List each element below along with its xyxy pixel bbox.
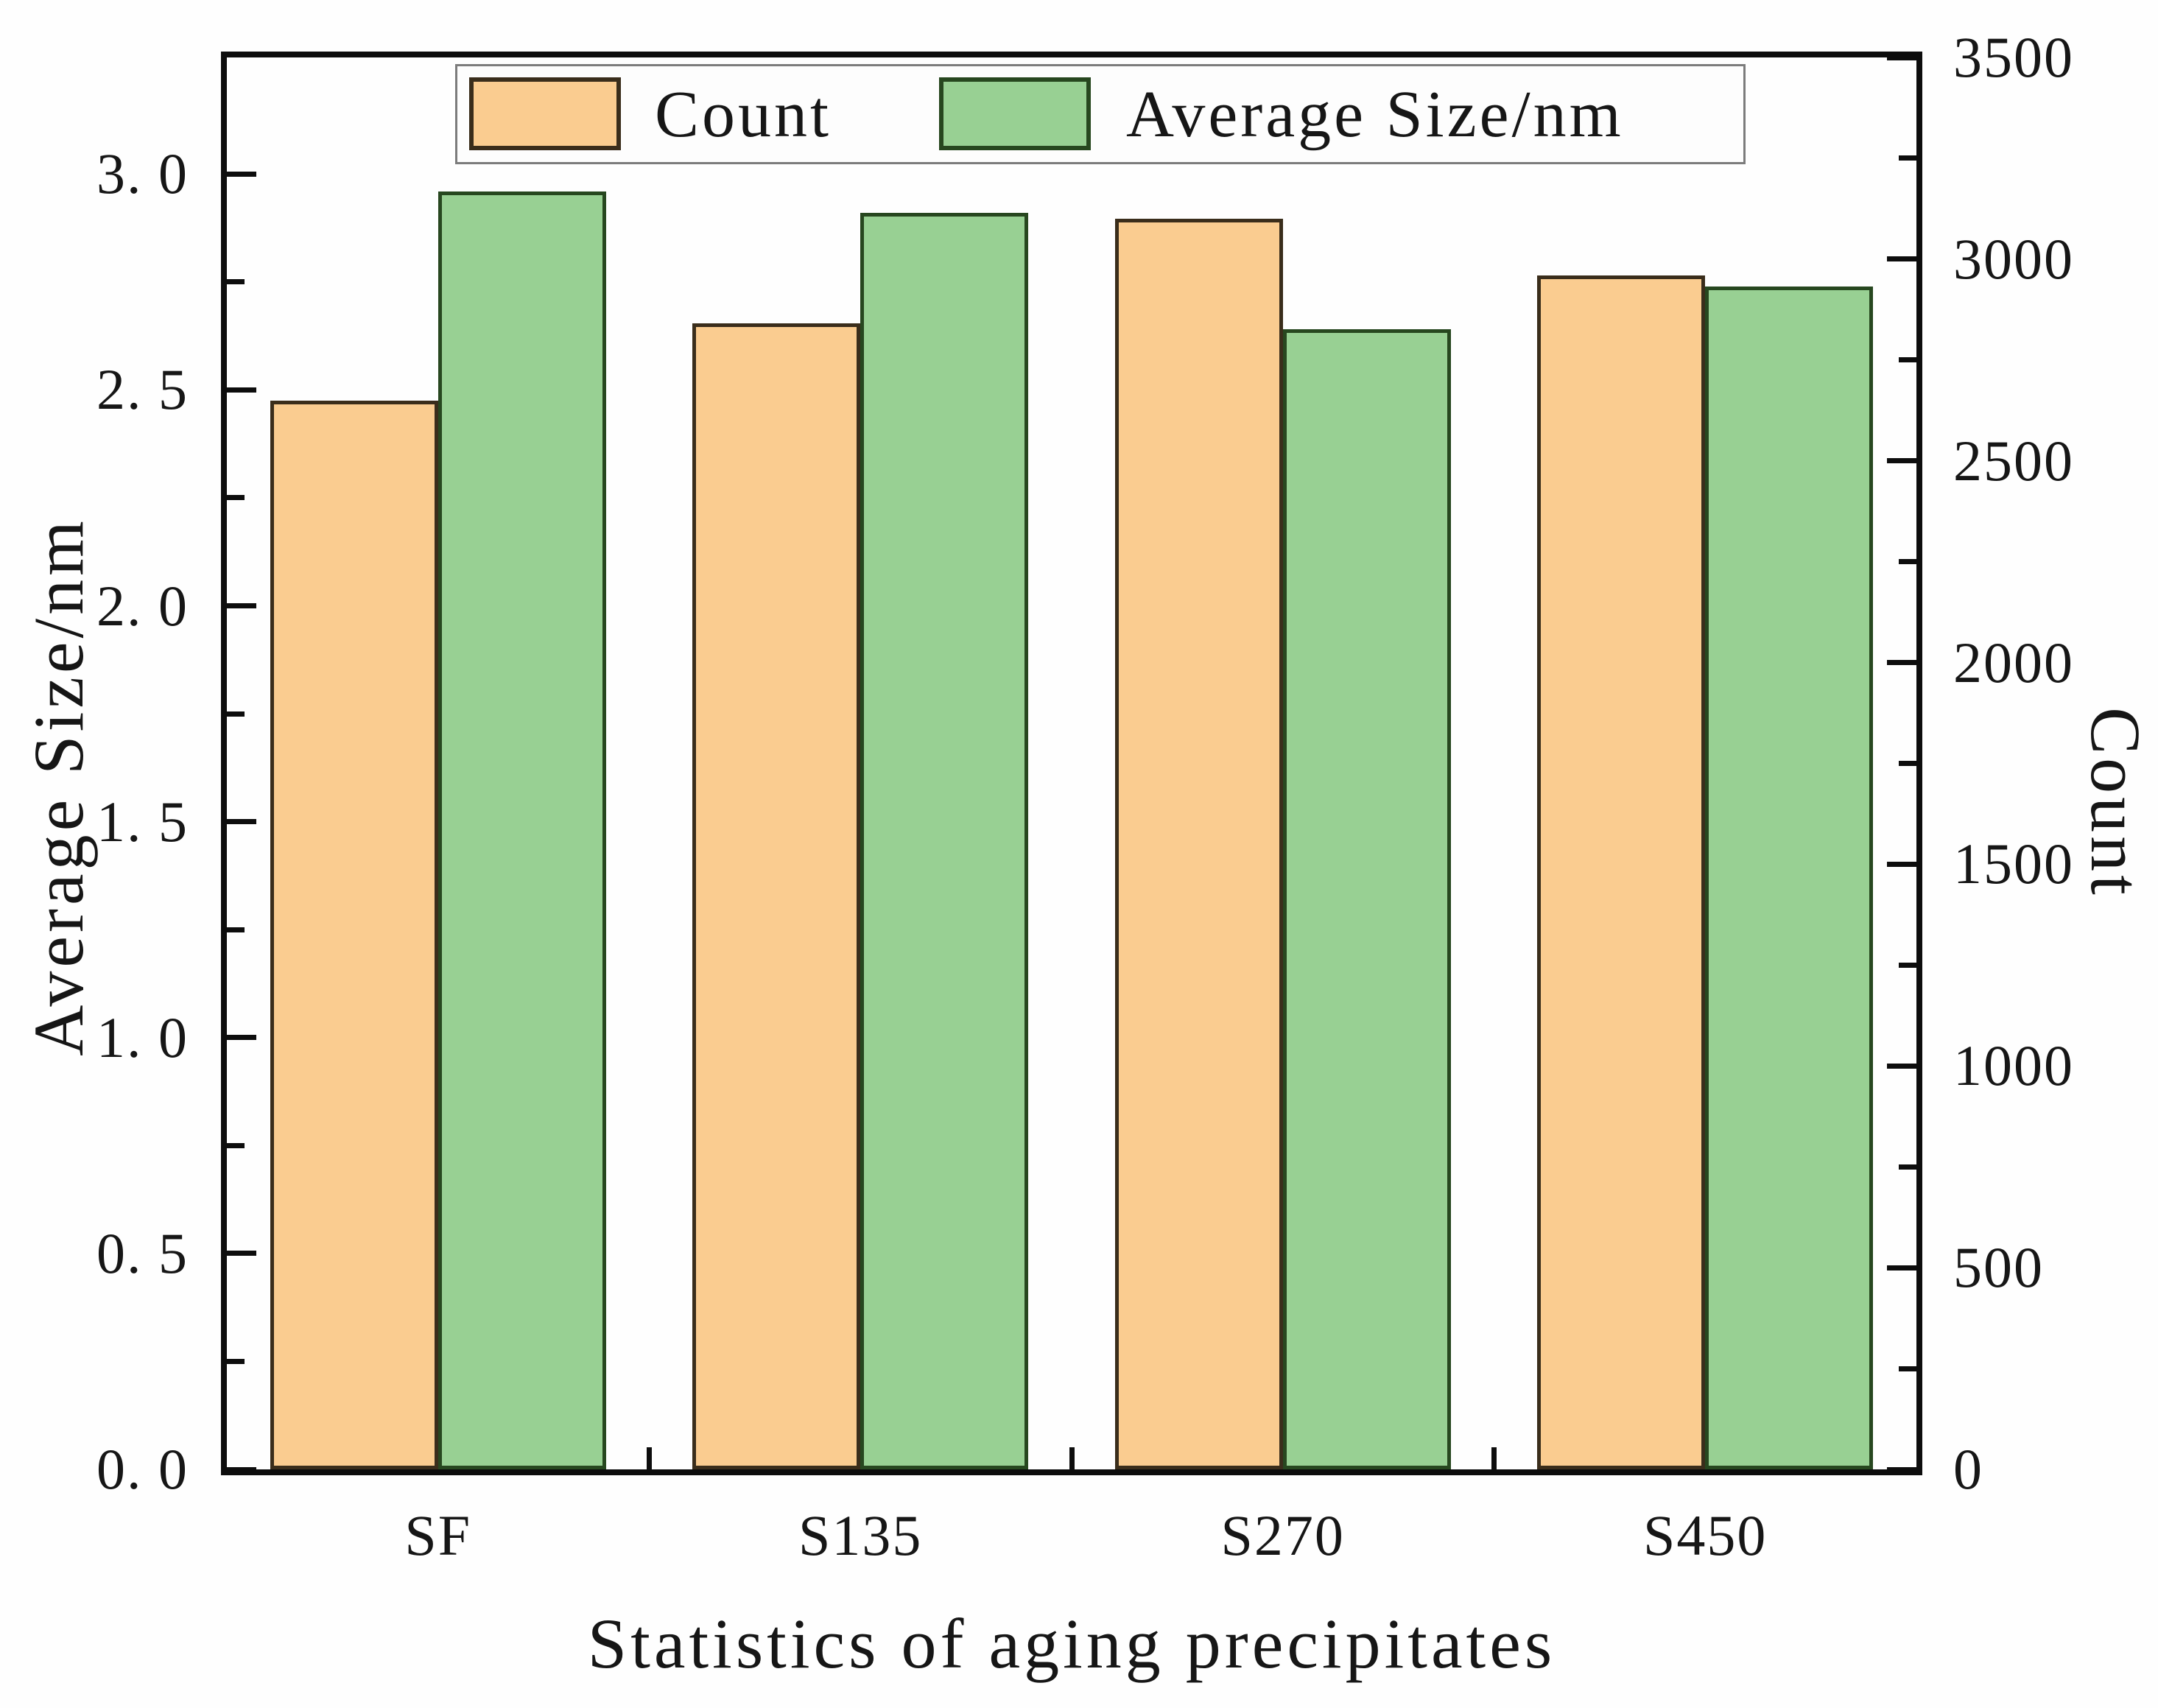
bar-count-s135 xyxy=(692,323,861,1469)
right-y-axis-minor-tick xyxy=(1899,761,1916,766)
right-y-tick-label: 3000 xyxy=(1953,226,2074,291)
legend-label-average-size: Average Size/nm xyxy=(1126,77,1624,151)
x-tick-label-sf: SF xyxy=(404,1503,472,1567)
left-y-tick-label: 1. 0 xyxy=(96,1005,189,1069)
x-tick-label-s450: S450 xyxy=(1643,1503,1768,1567)
left-y-axis-minor-tick xyxy=(227,927,245,932)
left-y-axis-minor-tick xyxy=(227,711,245,717)
right-y-axis-major-tick xyxy=(1887,1063,1916,1069)
left-y-tick-label: 0. 5 xyxy=(96,1220,189,1285)
left-y-axis-major-tick xyxy=(227,171,256,177)
right-y-tick-label: 0 xyxy=(1953,1437,1983,1501)
bar-average-size-nm-sf xyxy=(437,191,606,1469)
right-y-axis-minor-tick xyxy=(1899,1366,1916,1371)
left-y-tick-label: 1. 5 xyxy=(96,789,189,854)
right-y-tick-label: 1000 xyxy=(1953,1033,2074,1098)
right-y-axis-minor-tick xyxy=(1899,1164,1916,1170)
left-y-axis-major-tick xyxy=(227,1035,256,1041)
right-y-axis-minor-tick xyxy=(1899,155,1916,161)
right-y-tick-label: 1500 xyxy=(1953,832,2074,896)
bar-average-size-nm-s450 xyxy=(1705,287,1874,1469)
legend: Count Average Size/nm xyxy=(455,64,1746,164)
x-axis-boundary-tick xyxy=(1491,1447,1497,1469)
left-y-axis-minor-tick xyxy=(227,1358,245,1364)
left-y-axis-minor-tick xyxy=(227,495,245,501)
left-y-tick-label: 0. 0 xyxy=(96,1437,189,1501)
right-y-axis-major-tick xyxy=(1887,1265,1916,1271)
right-y-axis-major-tick xyxy=(1887,660,1916,666)
right-y-tick-label: 2500 xyxy=(1953,428,2074,493)
right-y-axis-major-tick xyxy=(1887,861,1916,867)
right-y-axis-minor-tick xyxy=(1899,962,1916,968)
right-y-axis-minor-tick xyxy=(1899,357,1916,363)
x-axis-boundary-tick xyxy=(647,1447,652,1469)
bar-average-size-nm-s135 xyxy=(860,213,1029,1469)
bar-average-size-nm-s270 xyxy=(1282,329,1451,1469)
right-y-tick-label: 500 xyxy=(1953,1235,2044,1300)
left-y-axis-major-tick xyxy=(227,819,256,825)
bar-count-s270 xyxy=(1114,219,1283,1469)
left-y-tick-label: 2. 0 xyxy=(96,573,189,638)
left-y-axis-minor-tick xyxy=(227,279,245,285)
x-axis-boundary-tick xyxy=(1069,1447,1075,1469)
x-axis-title: Statistics of aging precipitates xyxy=(587,1604,1556,1683)
right-y-axis-title: Count xyxy=(2076,707,2155,899)
right-y-tick-label: 2000 xyxy=(1953,630,2074,695)
right-y-tick-label: 3500 xyxy=(1953,25,2074,89)
legend-label-count: Count xyxy=(655,77,832,151)
legend-swatch-count xyxy=(469,77,621,150)
x-tick-label-s135: S135 xyxy=(798,1503,923,1567)
right-y-axis-major-tick xyxy=(1887,256,1916,262)
left-y-axis-major-tick xyxy=(227,603,256,609)
left-y-tick-label: 2. 5 xyxy=(96,357,189,422)
left-y-tick-label: 3. 0 xyxy=(96,141,189,206)
left-y-axis-major-tick xyxy=(227,387,256,393)
bar-count-sf xyxy=(270,401,438,1469)
x-tick-label-s270: S270 xyxy=(1220,1503,1345,1567)
plot-area xyxy=(221,52,1922,1475)
right-y-axis-major-tick xyxy=(1887,55,1916,60)
bar-count-s450 xyxy=(1537,275,1706,1469)
right-y-axis-major-tick xyxy=(1887,1466,1916,1472)
left-y-axis-major-tick xyxy=(227,1466,256,1472)
right-y-axis-major-tick xyxy=(1887,458,1916,464)
legend-swatch-average-size xyxy=(939,77,1091,150)
right-y-axis-minor-tick xyxy=(1899,559,1916,565)
left-y-axis-major-tick xyxy=(227,1251,256,1257)
left-y-axis-minor-tick xyxy=(227,1142,245,1148)
